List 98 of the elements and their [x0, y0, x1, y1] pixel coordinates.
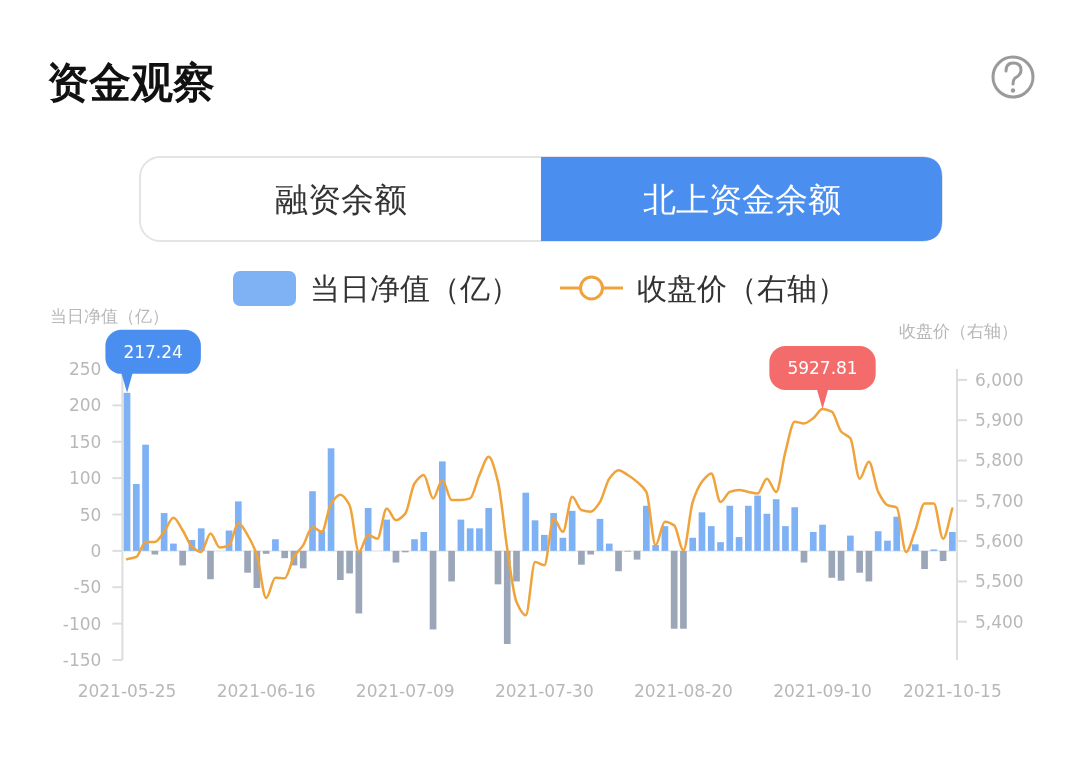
bar	[411, 539, 418, 551]
bar	[735, 537, 743, 551]
legend-label: 当日净值（亿）	[310, 271, 520, 306]
y-tick-label: -100	[62, 613, 102, 634]
bar	[605, 543, 613, 551]
bar	[513, 550, 520, 582]
bar	[485, 507, 493, 551]
bar	[466, 528, 474, 551]
bar	[587, 550, 595, 555]
x-tick-label: 2021-07-09	[355, 681, 455, 701]
y2-tick-label: 5,600	[975, 531, 1024, 552]
bar	[309, 491, 316, 551]
bar	[559, 537, 567, 551]
bar	[615, 550, 622, 572]
bar	[643, 505, 650, 551]
bar	[884, 540, 891, 551]
bar	[346, 550, 353, 574]
x-tick-label: 2021-05-25	[77, 681, 177, 701]
bar	[578, 550, 585, 565]
y-tick-label: 100	[68, 468, 102, 489]
bar	[809, 531, 817, 551]
y-tick-label: -150	[62, 650, 102, 670]
bar	[438, 461, 446, 551]
chart-title: 资金观察	[47, 58, 215, 107]
bar	[791, 507, 799, 551]
bar	[698, 512, 706, 551]
bar	[522, 492, 530, 551]
legend-label: 收盘价（右轴）	[637, 271, 847, 306]
bar	[170, 543, 177, 551]
bar	[179, 550, 187, 566]
bar	[420, 531, 428, 551]
y-axis-title: 当日净值（亿）	[50, 306, 169, 326]
bar	[800, 550, 808, 563]
bar	[633, 550, 641, 560]
x-tick-label: 2021-10-15	[902, 681, 1002, 701]
x-tick-label: 2021-09-10	[773, 681, 872, 701]
bar	[689, 537, 697, 551]
annotation: 5927.81	[787, 357, 858, 378]
y2-tick-label: 5,900	[975, 410, 1024, 431]
bar	[949, 531, 956, 551]
text: 北上资金余额	[642, 180, 841, 219]
bar	[272, 539, 279, 551]
bar	[531, 520, 539, 551]
bar	[596, 518, 604, 551]
x-tick-label: 2021-08-20	[634, 681, 733, 701]
bar	[262, 550, 270, 554]
bar	[717, 542, 724, 551]
y-tick-label: -50	[73, 577, 102, 598]
bar	[911, 544, 919, 551]
bar	[726, 505, 734, 551]
text: 217.24	[123, 341, 183, 362]
bar	[921, 550, 928, 570]
bar	[680, 550, 687, 629]
y2-tick-label: 5,700	[975, 490, 1024, 511]
bar	[893, 516, 901, 551]
bar	[151, 550, 159, 555]
text: 融资余额	[274, 180, 407, 219]
y2-tick-label: 5,800	[975, 450, 1024, 471]
bar	[772, 499, 780, 551]
y-tick-label: 50	[79, 504, 102, 525]
y-tick-label: 0	[90, 540, 102, 561]
bar	[207, 550, 214, 580]
bar	[754, 495, 761, 551]
y2-tick-label: 6,000	[975, 369, 1024, 390]
bar	[847, 535, 854, 551]
bar	[234, 501, 242, 551]
bar	[819, 524, 826, 551]
bar	[281, 550, 289, 559]
bar	[670, 550, 678, 629]
y2-tick-label: 5,500	[975, 571, 1024, 592]
bar	[707, 526, 715, 551]
y-tick-label: 250	[68, 359, 102, 379]
bar	[132, 483, 140, 551]
x-tick-label: 2021-07-30	[494, 681, 594, 701]
bar	[782, 526, 789, 551]
bar	[244, 550, 251, 573]
bar	[448, 550, 455, 582]
bar	[336, 550, 344, 580]
bar	[745, 505, 752, 551]
y2-tick-label: 5,400	[975, 611, 1024, 632]
bar	[383, 519, 391, 551]
y2-axis-title: 收盘价（右轴）	[899, 321, 1018, 341]
bar	[763, 513, 771, 551]
bar	[392, 550, 400, 563]
y-tick-label: 200	[68, 395, 102, 416]
bar	[568, 510, 576, 551]
bar	[142, 444, 149, 551]
bar	[299, 550, 307, 569]
bar	[874, 531, 882, 551]
bar	[856, 550, 863, 573]
x-tick-label: 2021-06-16	[216, 681, 316, 701]
bar	[503, 550, 511, 644]
bar	[541, 534, 548, 551]
bar	[837, 550, 845, 581]
bar	[476, 528, 483, 551]
bar	[652, 545, 659, 551]
bar	[828, 550, 836, 578]
y-tick-label: 150	[68, 431, 102, 452]
